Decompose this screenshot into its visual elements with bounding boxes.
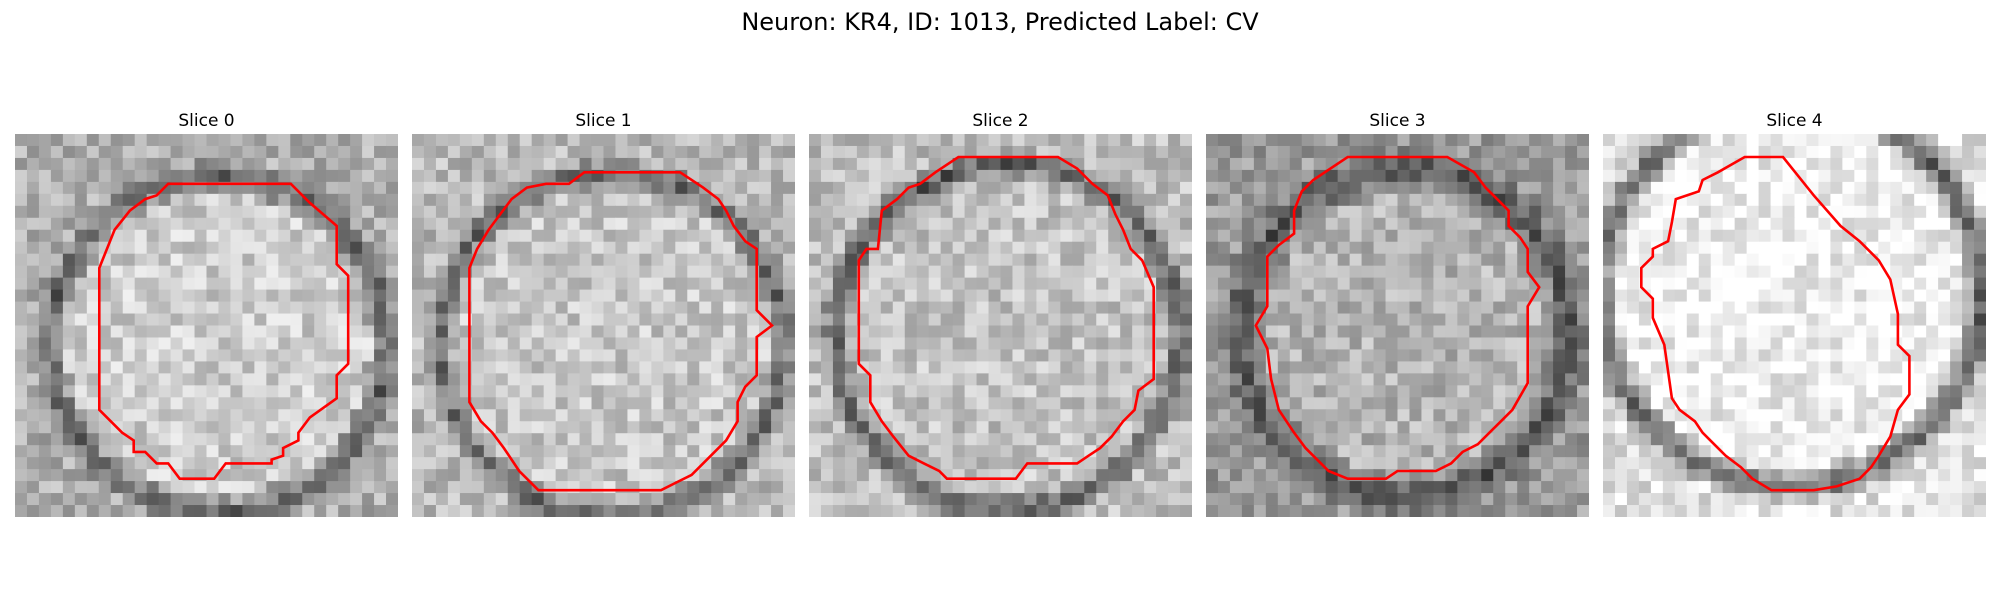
slice-image-3 [1206,134,1589,517]
slice-image-4 [1603,134,1986,517]
slice-image-1 [412,134,795,517]
slice-title-2: Slice 2 [972,111,1029,131]
slice-title-3: Slice 3 [1369,111,1426,131]
segmentation-contour [1639,155,1911,492]
pixel-grid [15,134,398,517]
pixel-grid [1206,134,1589,517]
slice-title-0: Slice 0 [178,111,235,131]
slice-panel-4: Slice 4 [1603,108,1986,517]
slice-image-2 [809,134,1192,517]
slice-panel-0: Slice 0 [15,108,398,517]
figure-title: Neuron: KR4, ID: 1013, Predicted Label: … [741,8,1259,36]
slice-panel-3: Slice 3 [1206,108,1589,517]
slice-title-4: Slice 4 [1766,111,1823,131]
pixel-grid [412,134,795,517]
slice-panel-1: Slice 1 [412,108,795,517]
slice-title-1: Slice 1 [575,111,632,131]
segmentation-contour [468,170,774,492]
slice-panel-2: Slice 2 [809,108,1192,517]
segmentation-contour [1254,155,1541,481]
slice-image-0 [15,134,398,517]
segmentation-contour [98,182,350,481]
segmentation-contour [857,155,1156,481]
pixel-grid [809,134,1192,517]
pixel-grid [1603,134,1986,517]
